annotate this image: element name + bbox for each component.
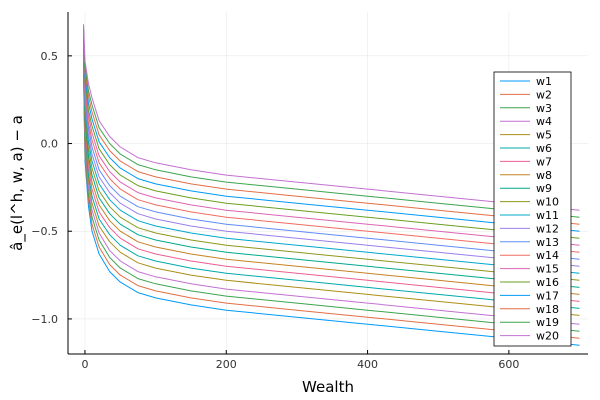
axes: [67, 12, 588, 355]
legend-label: w17: [536, 289, 559, 302]
series-line-w1: [83, 73, 580, 346]
legend-label: w20: [536, 330, 559, 343]
legend-label: w9: [536, 182, 552, 195]
legend: w1w2w3w4w5w6w7w8w9w10w11w12w13w14w15w16w…: [493, 71, 572, 347]
legend-label: w10: [536, 196, 559, 209]
x-axis-label: Wealth: [302, 378, 354, 396]
series-line-w16: [83, 32, 580, 239]
series-line-w15: [83, 34, 580, 246]
x-tick-label: 400: [357, 358, 378, 371]
y-tick-label: 0.0: [41, 138, 59, 151]
series-line-w17: [83, 29, 580, 232]
y-tick-label: −1.0: [31, 313, 58, 326]
legend-box: [493, 71, 572, 347]
series-line-w2: [83, 69, 580, 339]
series-line-w18: [83, 27, 580, 225]
x-tick-label: 200: [216, 358, 237, 371]
legend-label: w14: [536, 249, 559, 262]
legend-label: w4: [536, 115, 552, 128]
series-line-w19: [83, 25, 580, 218]
series-line-w12: [83, 43, 580, 267]
legend-label: w5: [536, 129, 552, 142]
tick-labels: 0 200 400 600 0.5 0.0 −0.5 −1.0: [31, 50, 519, 371]
series-line-w10: [83, 48, 580, 281]
series-line-w11: [83, 45, 580, 274]
legend-label: w18: [536, 303, 559, 316]
series-line-w5: [83, 61, 580, 316]
legend-label: w7: [536, 155, 552, 168]
legend-label: w15: [536, 263, 559, 276]
x-tick-label: 0: [81, 358, 88, 371]
legend-label: w16: [536, 276, 559, 289]
legend-label: w19: [536, 316, 559, 329]
series-line-w9: [83, 50, 580, 288]
legend-label: w3: [536, 102, 552, 115]
legend-label: w2: [536, 88, 552, 101]
legend-label: w12: [536, 222, 559, 235]
legend-label: w1: [536, 75, 552, 88]
series-layer: [83, 24, 580, 346]
y-tick-label: 0.5: [41, 50, 59, 63]
series-line-w7: [83, 55, 580, 302]
series-line-w14: [83, 38, 580, 253]
series-line-w4: [83, 64, 580, 325]
legend-label: w8: [536, 169, 552, 182]
legend-label: w11: [536, 209, 559, 222]
y-tick-label: −0.5: [31, 225, 58, 238]
series-line-w8: [83, 54, 580, 295]
series-line-w6: [83, 59, 580, 309]
x-tick-label: 600: [498, 358, 519, 371]
series-line-w13: [83, 40, 580, 260]
legend-label: w6: [536, 142, 552, 155]
y-axis-label: â_e(l^h, w, a) − a: [8, 115, 27, 251]
series-line-w20: [83, 24, 580, 211]
series-line-w3: [83, 66, 580, 332]
legend-label: w13: [536, 236, 559, 249]
